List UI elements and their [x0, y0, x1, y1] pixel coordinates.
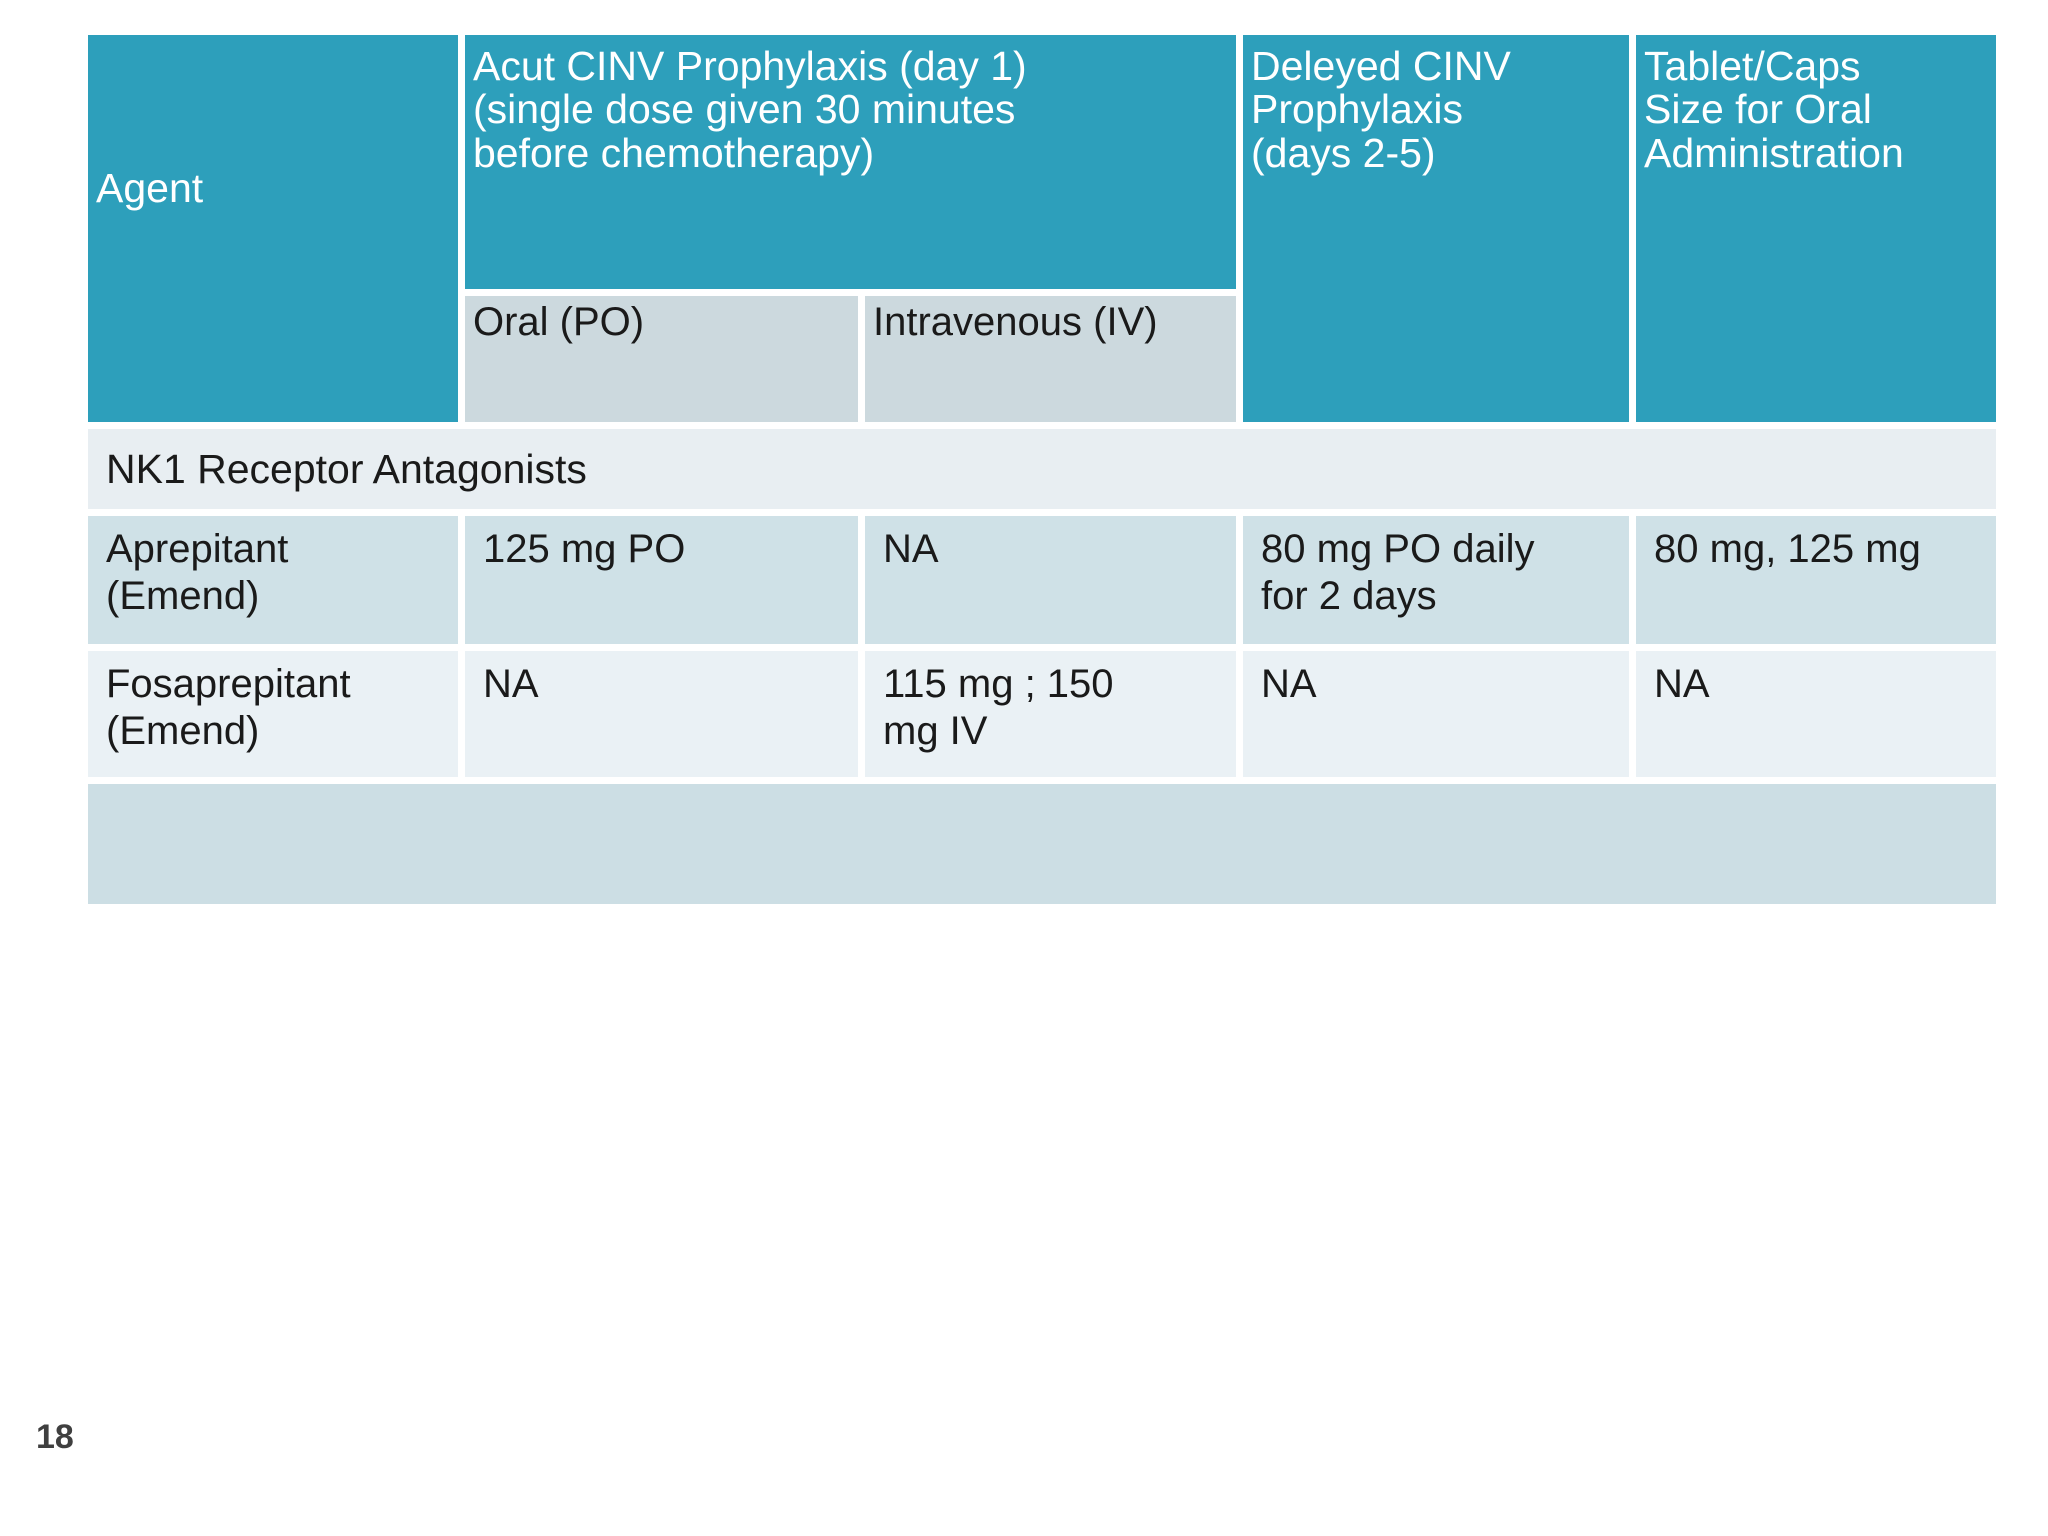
- header-row-sub: Oral (PO) Intravenous (IV): [88, 296, 1996, 422]
- cell-tablet-caps: NA: [1636, 651, 1997, 777]
- cinv-prophylaxis-table: Agent Acut CINV Prophylaxis (day 1) (sin…: [81, 28, 2004, 911]
- cell-agent: Fosaprepitant (Emend): [88, 651, 458, 777]
- table-row-aprepitant: Aprepitant (Emend) 125 mg PO NA 80 mg PO…: [88, 516, 1997, 644]
- table-row-fosaprepitant: Fosaprepitant (Emend) NA 115 mg ; 150 mg…: [88, 651, 1997, 777]
- subheader-intravenous-iv: Intravenous (IV): [865, 296, 1237, 422]
- header-tablet-caps-size: Tablet/Caps Size for Oral Administration: [1636, 35, 1997, 422]
- empty-row-cell: [88, 784, 1997, 904]
- header-row-top: Agent Acut CINV Prophylaxis (day 1) (sin…: [88, 35, 1997, 422]
- subheader-oral-po: Oral (PO): [465, 296, 858, 422]
- header-acute-cinv-prophylaxis: Acut CINV Prophylaxis (day 1) (single do…: [465, 35, 1237, 289]
- section-header-nk1-receptor-antagonists: NK1 Receptor Antagonists: [88, 429, 1997, 509]
- cell-agent: Aprepitant (Emend): [88, 516, 458, 644]
- header-agent: Agent: [88, 35, 458, 422]
- cell-tablet-caps: 80 mg, 125 mg: [1636, 516, 1997, 644]
- cell-oral-po: NA: [465, 651, 858, 777]
- section-row: NK1 Receptor Antagonists: [88, 429, 1997, 509]
- cell-oral-po: 125 mg PO: [465, 516, 858, 644]
- header-delayed-cinv-prophylaxis: Deleyed CINV Prophylaxis (days 2-5): [1243, 35, 1630, 422]
- cell-delayed: NA: [1243, 651, 1630, 777]
- cell-intravenous-iv: NA: [865, 516, 1237, 644]
- table-row-empty: [88, 784, 1997, 904]
- page-number: 18: [36, 1418, 74, 1456]
- cell-intravenous-iv: 115 mg ; 150 mg IV: [865, 651, 1237, 777]
- cell-delayed: 80 mg PO daily for 2 days: [1243, 516, 1630, 644]
